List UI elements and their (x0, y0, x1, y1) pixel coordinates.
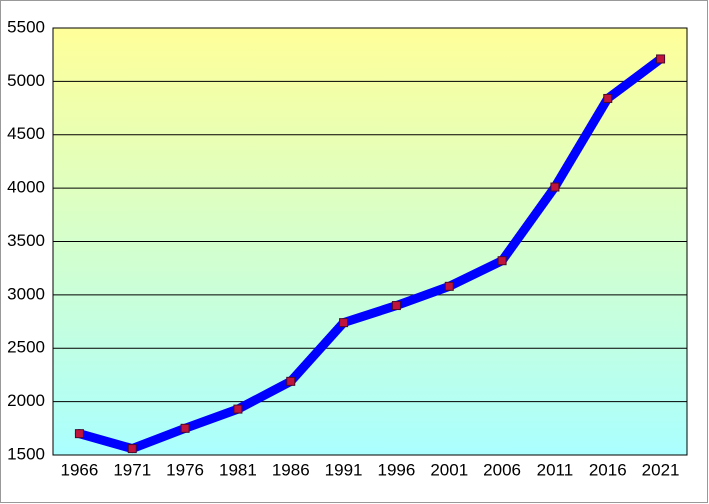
x-tick-label: 1966 (61, 460, 99, 479)
x-tick-label: 2021 (642, 460, 680, 479)
y-tick-label: 4500 (7, 124, 45, 143)
x-tick-label: 2001 (430, 460, 468, 479)
x-tick-label: 1996 (378, 460, 416, 479)
x-tick-label: 2016 (589, 460, 627, 479)
y-tick-label: 4000 (7, 178, 45, 197)
series-line (74, 54, 666, 454)
x-tick-label: 1986 (272, 460, 310, 479)
point-marker (286, 376, 296, 386)
point-marker (180, 423, 190, 433)
y-tick-label: 5500 (7, 17, 45, 36)
x-tick-label: 1991 (325, 460, 363, 479)
x-tick-label: 1981 (219, 460, 257, 479)
y-tick-label: 3500 (7, 231, 45, 250)
point-marker (74, 429, 84, 439)
point-marker (339, 318, 349, 328)
y-tick-label: 2000 (7, 391, 45, 410)
point-marker (550, 182, 560, 192)
x-tick-label: 1976 (166, 460, 204, 479)
y-tick-label: 3000 (7, 284, 45, 303)
point-marker (603, 93, 613, 103)
y-tick-label: 5000 (7, 71, 45, 90)
x-tick-label: 2011 (537, 460, 574, 479)
point-marker (497, 256, 507, 266)
x-tick-label: 2006 (483, 460, 521, 479)
x-tick-label: 1971 (113, 460, 151, 479)
y-tick-label: 2500 (7, 338, 45, 357)
point-marker (233, 404, 243, 414)
y-tick-label: 1500 (7, 444, 45, 463)
point-marker (444, 281, 454, 291)
point-marker (391, 301, 401, 311)
point-marker (656, 54, 666, 64)
point-marker (127, 444, 137, 454)
